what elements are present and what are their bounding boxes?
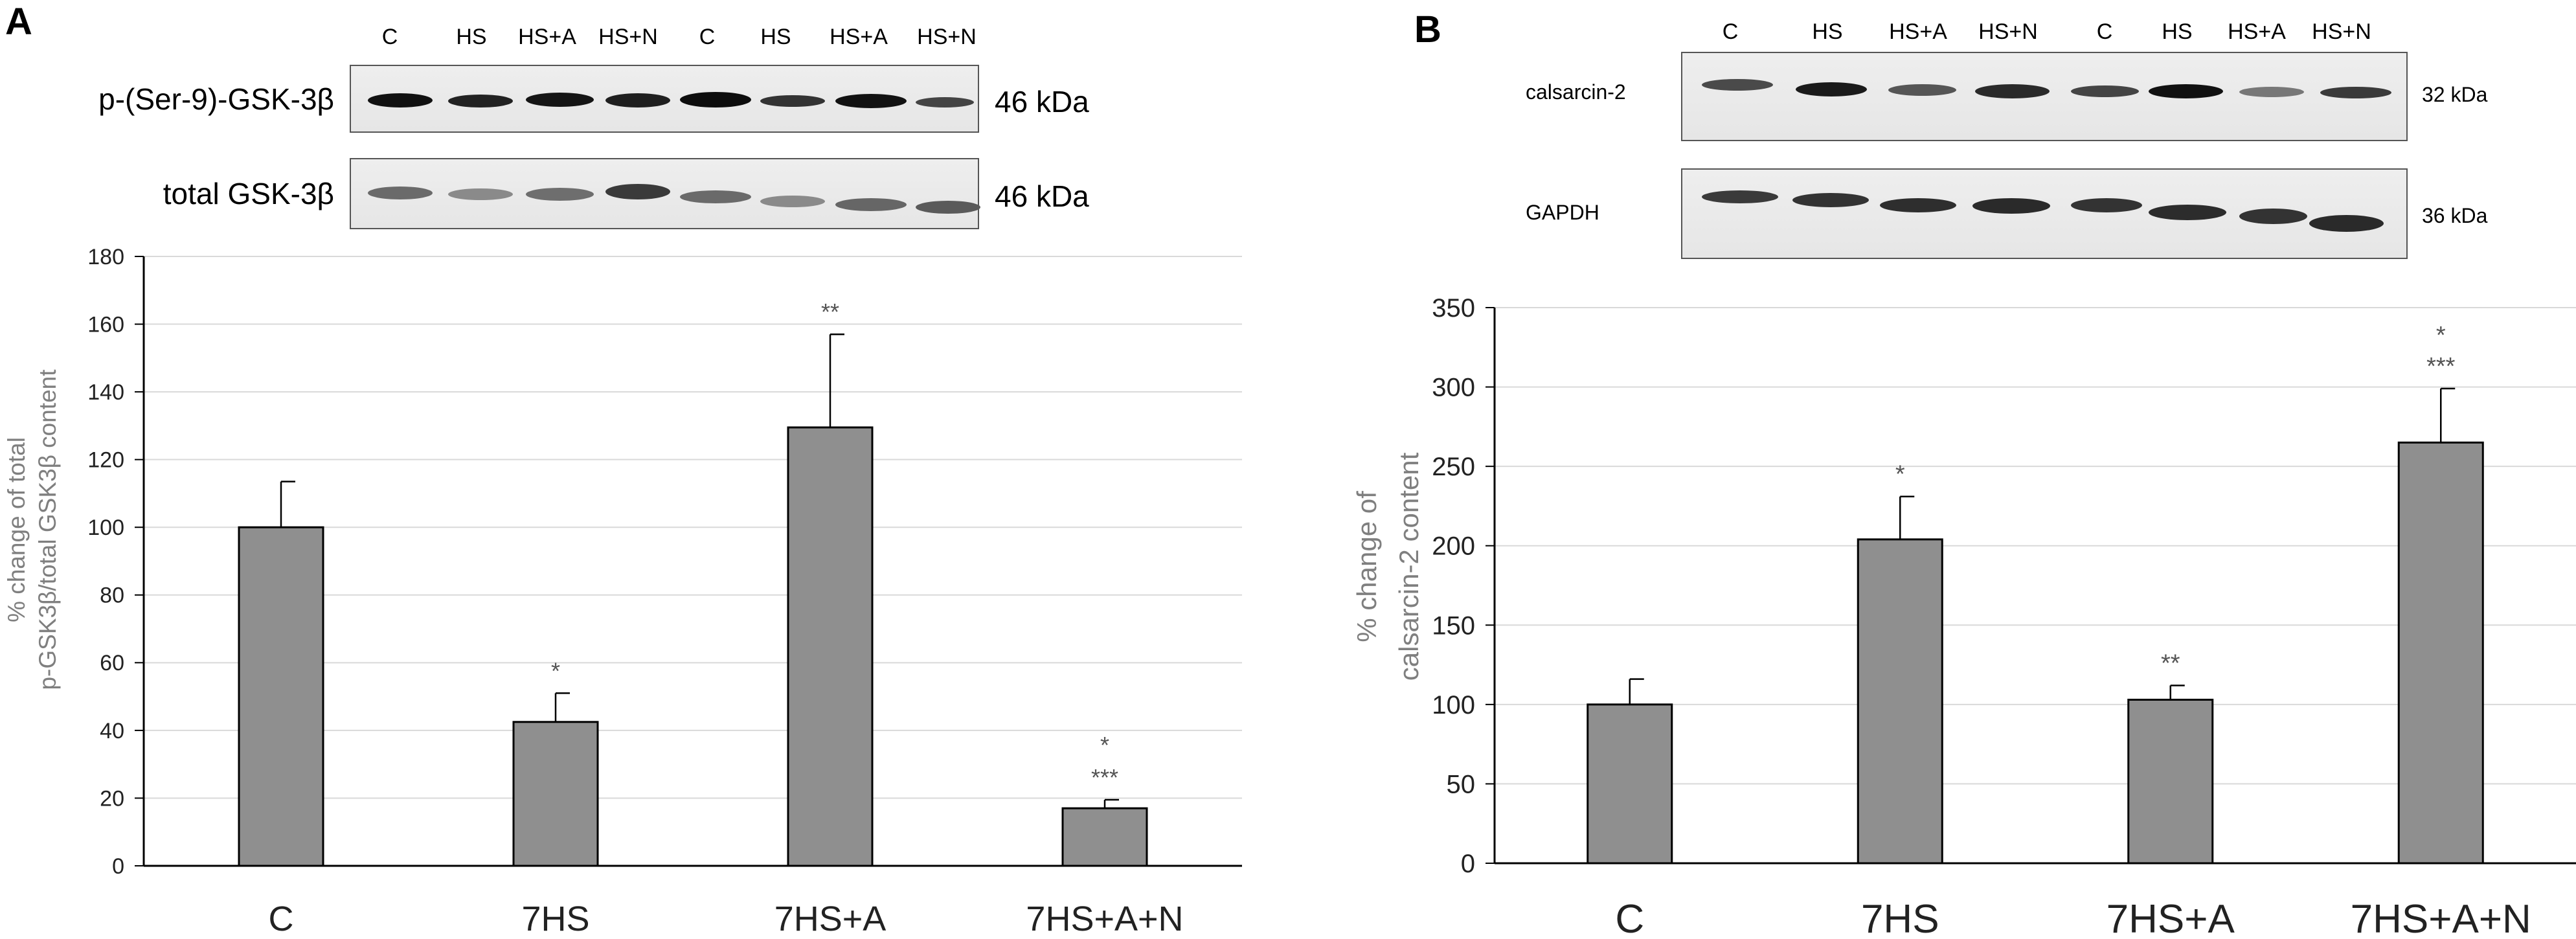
ylabel-line-1: % change of xyxy=(1351,491,1382,642)
x-tick-label: 7HS+A+N xyxy=(1026,899,1183,938)
ylabel-line-1: % change of total xyxy=(3,437,30,622)
y-tick-label: 160 xyxy=(87,312,124,337)
y-tick-label: 40 xyxy=(100,719,124,743)
blot-b2-image xyxy=(1681,168,2408,259)
significance-marker: * xyxy=(2436,322,2446,349)
bar xyxy=(1857,538,1943,865)
lane-label: HS+A xyxy=(1889,19,1947,44)
y-tick-label: 350 xyxy=(1432,294,1475,322)
x-tick-label: 7HS+A+N xyxy=(2351,897,2531,939)
lane-label: C xyxy=(1722,19,1739,44)
significance-marker: *** xyxy=(1091,764,1118,791)
blot-a1-image xyxy=(350,65,979,133)
blot-a1-protein-label: p-(Ser-9)-GSK-3β xyxy=(98,82,334,116)
blot-b1-protein-label: calsarcin-2 xyxy=(1526,80,1626,104)
blot-a2-image xyxy=(350,158,980,229)
significance-marker: *** xyxy=(2426,353,2456,380)
bar xyxy=(1061,807,1148,867)
bar xyxy=(787,426,874,867)
y-tick-label: 0 xyxy=(112,854,124,879)
y-tick-label: 140 xyxy=(87,380,124,405)
y-tick-label: 150 xyxy=(1432,611,1475,640)
lane-label: HS xyxy=(760,25,791,49)
y-tick-label: 180 xyxy=(87,245,124,269)
lane-label: HS+N xyxy=(1978,19,2038,44)
ylabel-line-2: p-GSK3β/total GSK3β content xyxy=(34,369,61,690)
blot-b1-kda-label: 32 kDa xyxy=(2422,83,2488,106)
panel-letter-a: A xyxy=(5,1,32,43)
bar xyxy=(2127,699,2214,865)
y-tick-label: 20 xyxy=(100,786,124,811)
significance-marker: * xyxy=(1895,461,1905,488)
y-tick-label: 300 xyxy=(1432,374,1475,402)
bar xyxy=(512,721,599,867)
lane-label: HS+N xyxy=(2312,19,2371,44)
lane-label: C xyxy=(699,25,716,49)
x-tick-label: C xyxy=(269,899,294,938)
lane-label: HS xyxy=(456,25,487,49)
blot-a2-kda-label: 46 kDa xyxy=(995,179,1089,213)
y-tick-label: 80 xyxy=(100,583,124,608)
y-tick-label: 50 xyxy=(1447,770,1476,798)
lane-label: HS+A xyxy=(830,25,888,49)
blot-b2-protein-label: GAPDH xyxy=(1526,201,1599,224)
bar xyxy=(1587,703,1673,865)
significance-marker: * xyxy=(551,657,560,684)
lane-label: HS+A xyxy=(518,25,576,49)
y-tick-label: 250 xyxy=(1432,453,1475,481)
y-tick-label: 100 xyxy=(1432,691,1475,719)
y-tick-label: 200 xyxy=(1432,532,1475,561)
x-tick-label: 7HS+A xyxy=(774,899,887,938)
x-tick-label: 7HS xyxy=(521,899,589,938)
x-tick-label: 7HS xyxy=(1861,897,1939,939)
y-tick-label: 60 xyxy=(100,651,124,675)
x-tick-label: C xyxy=(1615,897,1644,939)
lane-label: HS xyxy=(2162,19,2193,44)
x-tick-label: 7HS+A xyxy=(2107,897,2235,939)
y-tick-label: 100 xyxy=(87,515,124,540)
y-tick-label: 0 xyxy=(1461,850,1475,878)
significance-marker: ** xyxy=(2161,650,2180,677)
lane-label: HS+A xyxy=(2228,19,2286,44)
panel-letter-b: B xyxy=(1414,8,1441,51)
bar xyxy=(2397,441,2484,865)
significance-marker: ** xyxy=(821,299,839,325)
blot-a1-kda-label: 46 kDa xyxy=(995,85,1089,119)
significance-marker: * xyxy=(1100,732,1109,758)
lane-label: HS xyxy=(1812,19,1843,44)
lane-label: C xyxy=(381,25,398,49)
blot-b2-kda-label: 36 kDa xyxy=(2422,204,2488,227)
lane-label: HS+N xyxy=(917,25,977,49)
lane-label: C xyxy=(2096,19,2113,44)
ylabel-line-2: calsarcin-2 content xyxy=(1394,452,1424,681)
blot-a2-protein-label: total GSK-3β xyxy=(163,177,334,210)
lane-label: HS+N xyxy=(598,25,658,49)
blot-b1-image xyxy=(1681,52,2408,141)
y-tick-label: 120 xyxy=(87,448,124,473)
